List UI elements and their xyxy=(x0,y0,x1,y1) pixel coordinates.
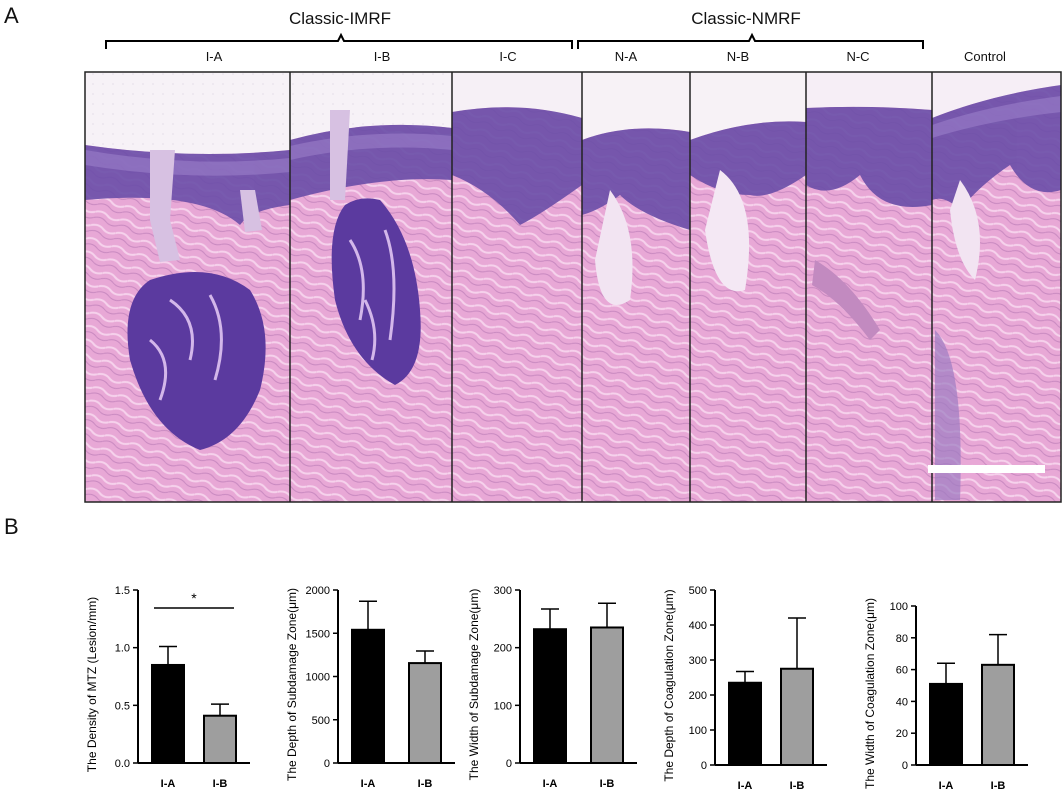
x-tick-label: I-A xyxy=(738,780,753,792)
bar-I-A xyxy=(728,681,762,766)
sample-label-control: Control xyxy=(964,49,1006,64)
panel-separators xyxy=(289,72,933,502)
sample-label-i-a: I-A xyxy=(205,49,223,64)
y-tick-label: 100 xyxy=(494,700,512,712)
y-tick-label: 2000 xyxy=(306,585,330,597)
y-axis-label: The Width of Coagulation Zone(μm) xyxy=(863,598,877,789)
sample-label-n-b: N-B xyxy=(726,49,750,64)
x-tick-label: I-A xyxy=(543,778,558,790)
sample-label-i-c: I-C xyxy=(499,49,517,64)
bar-I-B xyxy=(590,626,624,764)
x-tick-label: I-B xyxy=(418,778,433,790)
bracket-imrf xyxy=(105,32,573,49)
y-tick-label: 1.5 xyxy=(115,585,130,597)
x-tick-label: I-A xyxy=(361,778,376,790)
y-tick-label: 40 xyxy=(896,696,908,708)
bar-I-A xyxy=(351,628,385,765)
bracket-nmrf xyxy=(577,32,924,49)
bar-I-A xyxy=(929,682,963,766)
group-title-imrf: Classic-IMRF xyxy=(289,9,391,28)
y-tick-label: 100 xyxy=(890,601,908,613)
panel-a-letter: A xyxy=(4,3,19,28)
x-tick-label: I-B xyxy=(213,778,228,790)
y-tick-label: 300 xyxy=(689,655,707,667)
y-tick-label: 0 xyxy=(506,758,512,770)
bar-I-A xyxy=(151,663,185,764)
y-tick-label: 300 xyxy=(494,585,512,597)
y-tick-label: 500 xyxy=(312,715,330,727)
x-tick-label: I-A xyxy=(939,780,954,792)
y-tick-label: 0.5 xyxy=(115,700,130,712)
chart-width-coagulation: 0 20 40 60 80 100 The Width of Coagulation Zon… xyxy=(863,598,1028,792)
sample-label-n-a: N-A xyxy=(614,49,638,64)
lesion-features xyxy=(127,110,980,500)
bar-I-B xyxy=(408,662,442,764)
y-tick-label: 1.0 xyxy=(115,643,130,655)
y-tick-label: 20 xyxy=(896,728,908,740)
bar-I-B xyxy=(203,714,237,764)
chart-density-mtz: 0.0 0.5 1.0 1.5 The Density of MTZ (Lesion/m… xyxy=(85,585,250,790)
y-tick-label: 0 xyxy=(902,760,908,772)
y-axis-label: The Width of Subdamage Zone(μm) xyxy=(467,589,481,781)
scale-bar xyxy=(928,465,1045,473)
x-tick-label: I-B xyxy=(790,780,805,792)
y-tick-label: 100 xyxy=(689,725,707,737)
y-tick-label: 1000 xyxy=(306,672,330,684)
chart-depth-coagulation: 0 100 200 300 400 500 The Depth of Coagulation… xyxy=(662,585,827,792)
y-axis-label: The Depth of Coagulation Zone(μm) xyxy=(662,589,676,781)
y-axis-label: The Depth of Subdamage Zone(μm) xyxy=(285,588,299,781)
bar-I-B xyxy=(780,667,814,766)
y-tick-label: 1500 xyxy=(306,628,330,640)
x-tick-label: I-A xyxy=(161,778,176,790)
y-tick-label: 400 xyxy=(689,620,707,632)
y-tick-label: 0.0 xyxy=(115,758,130,770)
x-tick-label: I-B xyxy=(991,780,1006,792)
y-tick-label: 200 xyxy=(689,690,707,702)
micrograph-frame xyxy=(84,71,1062,503)
sample-label-i-b: I-B xyxy=(373,49,391,64)
chart-width-subdamage: 0 100 200 300 The Width of Subdamage Zone(μm… xyxy=(467,585,637,790)
y-tick-label: 0 xyxy=(701,760,707,772)
bar-I-A xyxy=(533,628,567,764)
y-tick-label: 0 xyxy=(324,758,330,770)
significance-star: * xyxy=(191,590,197,606)
panel-b-letter: B xyxy=(4,514,19,539)
histology-micrograph-strip xyxy=(84,32,1062,503)
bar-I-B xyxy=(981,663,1015,766)
y-tick-label: 60 xyxy=(896,665,908,677)
y-axis-label: The Density of MTZ (Lesion/mm) xyxy=(85,597,99,772)
y-tick-label: 200 xyxy=(494,643,512,655)
group-title-nmrf: Classic-NMRF xyxy=(691,9,801,28)
sky-layer xyxy=(85,72,1061,154)
x-tick-label: I-B xyxy=(600,778,615,790)
y-tick-label: 500 xyxy=(689,585,707,597)
sample-label-n-c: N-C xyxy=(846,49,870,64)
chart-depth-subdamage: 0 500 1000 1500 2000 The Depth of Subdamage Z… xyxy=(285,585,455,790)
y-tick-label: 80 xyxy=(896,633,908,645)
